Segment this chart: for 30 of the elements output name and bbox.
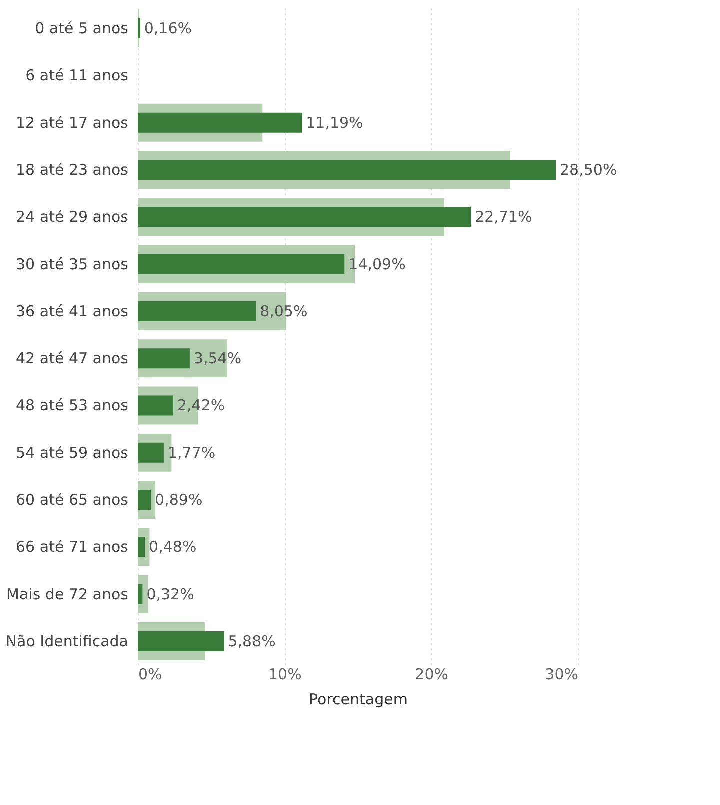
y-tick-label: 6 até 11 anos [26,66,129,85]
y-tick-label: Mais de 72 anos [6,585,129,604]
data-label: 5,88% [228,632,276,650]
y-tick-label: 60 até 65 anos [16,491,129,509]
data-label: 28,50% [560,161,618,179]
y-tick-label: 0 até 5 anos [35,20,129,38]
y-tick-label: 54 até 59 anos [16,444,129,462]
x-tick-label: 30% [545,666,578,684]
y-tick-label: 30 até 35 anos [16,255,129,274]
data-label: 11,19% [306,114,364,132]
y-tick-label: 48 até 53 anos [16,396,129,415]
y-tick-label: Não Identificada [6,632,128,650]
data-label: 2,42% [177,396,226,415]
data-label: 0,48% [149,538,197,556]
data-label: 22,71% [475,208,532,226]
data-label: 0,32% [146,585,194,604]
x-axis-title: Porcentagem [309,690,408,708]
y-tick-label: 36 até 41 anos [16,302,129,320]
x-tick-label: 20% [415,666,449,684]
data-label: 0,16% [144,20,192,38]
data-label: 1,77% [168,444,216,462]
y-tick-label: 12 até 17 anos [16,114,129,132]
data-label: 14,09% [348,255,406,274]
y-tick-label: 18 até 23 anos [16,161,129,179]
y-tick-label: 66 até 71 anos [16,538,129,556]
x-tick-label: 0% [138,666,162,684]
x-tick-label: 10% [268,666,302,684]
y-tick-label: 42 até 47 anos [16,350,129,368]
y-tick-label: 24 até 29 anos [16,208,129,226]
data-label: 0,89% [155,491,203,509]
